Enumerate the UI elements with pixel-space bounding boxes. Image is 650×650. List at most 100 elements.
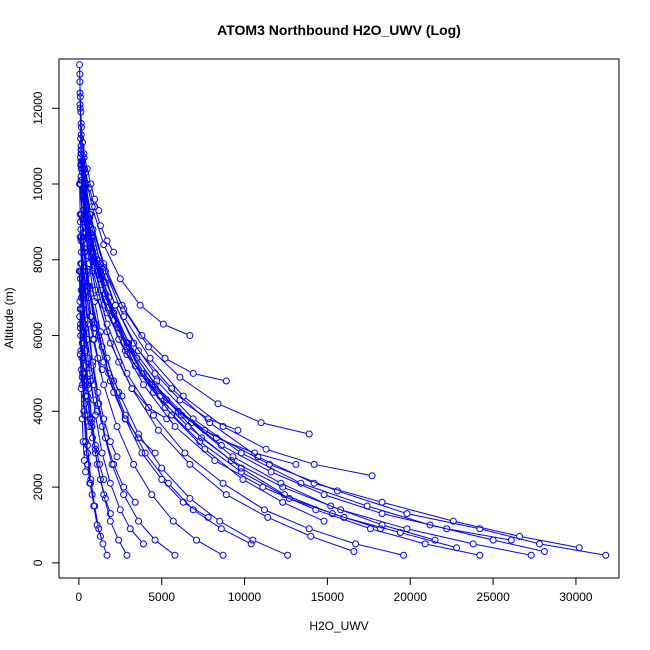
series-8: [77, 154, 408, 559]
series-segment: [318, 510, 368, 529]
series-segment: [85, 399, 88, 413]
data-point: [219, 479, 227, 487]
data-point: [239, 476, 247, 483]
data-point: [88, 362, 96, 370]
series-segment: [82, 285, 85, 295]
series-44: [76, 100, 91, 188]
data-point: [76, 324, 84, 332]
data-point: [115, 324, 123, 332]
series-segment: [104, 364, 114, 390]
data-point: [110, 388, 118, 396]
series-segment: [235, 457, 279, 483]
data-point: [84, 385, 92, 393]
series-segment: [220, 404, 259, 422]
data-point: [214, 400, 222, 408]
series-segment: [286, 495, 330, 513]
data-point: [328, 510, 336, 518]
series-segment: [104, 387, 117, 424]
data-point: [144, 404, 152, 412]
series-segment: [186, 454, 221, 482]
data-point: [78, 260, 86, 268]
data-point: [90, 335, 98, 343]
data-point: [101, 434, 109, 442]
series-segment: [136, 367, 164, 406]
data-point: [163, 415, 171, 423]
data-point: [138, 449, 146, 457]
data-point: [77, 286, 85, 294]
data-point: [110, 377, 118, 385]
data-point: [77, 237, 85, 245]
series-segment: [88, 300, 92, 314]
series-segment: [114, 322, 135, 364]
data-point: [87, 313, 95, 321]
series-segment: [102, 455, 111, 481]
data-point: [123, 339, 131, 347]
data-point: [120, 483, 128, 491]
series-segment: [185, 503, 206, 517]
data-point: [144, 343, 152, 351]
data-point: [123, 343, 131, 351]
series-segment: [326, 495, 380, 514]
series-segment: [243, 469, 283, 494]
series-segment: [105, 501, 110, 511]
data-point: [103, 551, 111, 559]
series-segment: [263, 422, 307, 434]
data-point: [284, 551, 292, 559]
series-segment: [119, 542, 126, 553]
series-segment: [92, 440, 96, 447]
data-point: [90, 502, 98, 510]
data-point: [237, 468, 245, 476]
data-point: [179, 498, 187, 506]
series-segment: [409, 528, 471, 544]
x-tick-label: 15000: [311, 590, 345, 604]
data-point: [476, 525, 484, 533]
data-point: [247, 540, 255, 548]
series-segment: [335, 514, 378, 529]
y-axis: 0 2000 4000 6000 8000 10000 12000: [31, 91, 60, 566]
series-segment: [119, 341, 143, 383]
series-segment: [228, 495, 266, 517]
series-segment: [273, 472, 322, 494]
series-segment: [79, 186, 81, 212]
data-point: [527, 551, 535, 559]
data-point: [77, 108, 85, 116]
data-point: [77, 385, 85, 393]
series-segment: [255, 540, 286, 555]
data-point: [77, 146, 85, 154]
data-point: [320, 491, 328, 499]
series-0: [76, 70, 610, 559]
series-segment: [88, 391, 92, 416]
series-segment: [143, 375, 171, 413]
data-point: [100, 381, 108, 389]
series-segment: [88, 327, 93, 360]
data-point: [118, 301, 126, 309]
data-point: [96, 328, 104, 336]
data-point: [106, 377, 114, 385]
series-segment: [98, 395, 104, 417]
data-point: [100, 476, 108, 483]
series-segment: [243, 453, 299, 483]
series-segment: [95, 330, 104, 360]
y-axis-label: Altitude (m): [2, 287, 16, 348]
series-segment: [104, 421, 110, 439]
series-segment: [243, 472, 287, 498]
data-point: [178, 411, 186, 419]
data-point: [76, 93, 84, 101]
data-point: [602, 551, 610, 559]
series-segment: [316, 483, 380, 502]
series-4: [77, 161, 515, 544]
data-point: [77, 305, 85, 313]
series-segment: [223, 446, 269, 471]
series-segment: [83, 296, 86, 326]
series-segment: [265, 487, 314, 510]
series-segment: [83, 160, 86, 170]
series-15: [76, 180, 292, 559]
series-segment: [87, 448, 92, 477]
series-segment: [121, 512, 130, 527]
data-point: [76, 61, 84, 69]
series-segment: [160, 432, 189, 463]
data-point: [96, 222, 104, 230]
series-segment: [218, 438, 252, 453]
data-point: [78, 214, 86, 222]
data-point: [305, 525, 313, 533]
